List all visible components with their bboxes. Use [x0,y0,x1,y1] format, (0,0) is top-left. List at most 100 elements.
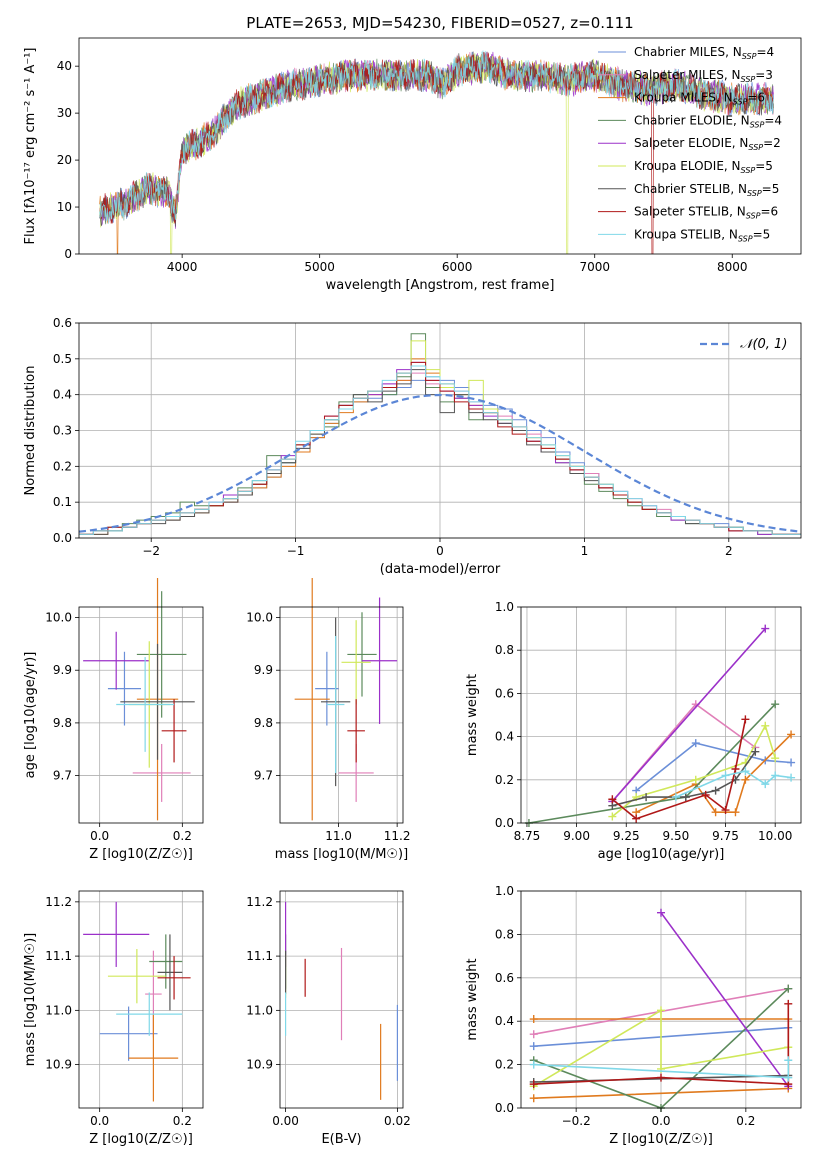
panel-mass_weight_vs_Z: −0.2 0.0 0.2 0.0 0.2 0.4 0.6 0.8 1.0 Z [log10(Z/Z… [465,884,802,1147]
data-marker [721,806,730,815]
y-tick-label: 9.9 [53,663,72,677]
data-marker [741,767,750,776]
y-tick-label: 10.9 [246,1058,273,1072]
legend-label: Salpeter STELIB, NSSP=6 [634,205,778,221]
x-tick-label: 4000 [167,260,198,274]
x-tick-label: −0.2 [562,1114,591,1128]
y-axis-label: mass weight [465,674,480,756]
y-tick-label: 0.4 [495,730,514,744]
data-marker [711,786,720,795]
errorbar-salpeter_elodie [362,597,398,724]
data-marker [787,773,796,782]
y-tick-label: 40 [57,59,72,73]
grid-lines [79,607,203,823]
y-axis-label: mass weight [465,958,480,1040]
y-tick-label: 0.5 [53,352,72,366]
spectrum-line-kroupa_stelib [99,50,774,224]
errorbar-chabrier_elodie [149,934,183,989]
x-axis-label: wavelength [Angstrom, rest frame] [326,278,555,293]
x-axis-label: mass [log10(M/M☉)] [275,847,408,862]
y-axis-label: Normed distribution [23,366,38,496]
errorbar-kroupa_stelib [116,657,175,752]
y-tick-label: 0.0 [495,1101,514,1115]
data-marker [771,754,780,763]
data-marker [731,765,740,773]
axes-frame [78,37,802,255]
spectrum-line-salpeter_stelib [99,51,774,254]
y-tick-label: 9.8 [53,716,72,730]
legend-label: Salpeter ELODIE, NSSP=2 [634,136,781,152]
x-tick-label: 0 [436,544,444,558]
axes-frame [279,606,404,824]
y-tick-label: 20 [57,153,72,167]
data-marker [529,1060,538,1069]
x-tick-label: 1 [581,544,589,558]
plot-area [524,624,796,827]
x-tick-label: 5000 [304,260,335,274]
y-tick-label: 11.1 [246,949,273,963]
errorbar-chabrier_miles [107,651,141,726]
plot-area [294,578,398,821]
x-tick-label: 11.0 [325,829,352,843]
x-tick-label: 2 [725,544,733,558]
y-axis-label: Flux [fλ10⁻¹⁷ erg cm⁻² s⁻¹ A⁻¹] [23,48,38,245]
errorbar-chabrier_miles [315,651,339,726]
x-tick-label: 0.2 [736,1114,755,1128]
errorbar-kroupa_miles [128,1014,179,1102]
y-tick-label: 9.8 [254,716,273,730]
panel-mass_vs_Z: 0.0 0.2 10.9 11.0 11.1 11.2 Z [log10(Z/Z☉)] mas… [23,890,204,1147]
y-tick-label: 10.9 [45,1058,72,1072]
y-tick-label: 30 [57,106,72,120]
mass-weight-line-kroupa_elodie [533,1008,789,1087]
x-axis-label: Z [log10(Z/Z☉)] [89,847,193,862]
spectrum-legend: Chabrier MILES, NSSP=4 Salpeter MILES, NS… [598,45,782,243]
plot-area [99,50,774,254]
errorbar-salpeter_stelib [347,699,365,763]
x-tick-label: 9.50 [663,829,690,843]
x-axis-label: E(B-V) [321,1132,361,1147]
x-tick-label: 0.02 [384,1114,411,1128]
errorbar-kroupa_miles [294,578,330,821]
data-marker [657,1073,665,1082]
data-marker [608,795,617,804]
data-marker [784,1056,793,1065]
panel-spectrum: 4000 5000 6000 7000 8000 0 10 20 30 40 wavelength … [23,37,802,293]
y-tick-label: 11.2 [246,895,273,909]
errorbar-salpeter_miles [132,743,191,802]
data-marker [529,1042,538,1051]
spectrum-lines [99,50,774,254]
errorbar-chabrier_stelib [120,643,195,760]
y-tick-label: 9.9 [254,663,273,677]
panel-age_vs_mass: 11.0 11.2 9.7 9.8 9.9 10.0 mass [log10(M/M☉)] [246,578,411,862]
x-axis-label: (data-model)/error [380,562,501,577]
grid-lines [79,891,203,1108]
x-axis-label: age [log10(age/yr)] [598,847,725,862]
data-marker [784,1073,793,1082]
histogram-step-kroupa_stelib [79,365,801,535]
data-marker [642,793,651,802]
y-tick-label: 0.6 [495,971,514,985]
legend-label: Chabrier STELIB, NSSP=5 [634,182,779,198]
data-marker [741,775,750,784]
grid-lines [79,322,801,539]
y-tick-label: 10.0 [45,611,72,625]
mass-weight-line-salpeter_elodie [660,912,789,1087]
plot-area [529,908,793,1112]
data-marker [701,790,710,799]
panel-age_vs_Z: 0.0 0.2 9.7 9.8 9.9 10.0 Z [log10(Z/Z☉)] age [l… [23,578,204,862]
y-tick-label: 0.6 [53,316,72,330]
legend-label: Chabrier ELODIE, NSSP=4 [634,113,782,129]
y-tick-label: 1.0 [495,884,514,898]
data-marker [761,780,770,789]
y-tick-label: 0.0 [53,531,72,545]
data-marker [771,771,780,780]
y-tick-label: 0.2 [495,1058,514,1072]
y-tick-label: 1.0 [495,600,514,614]
y-tick-label: 0.6 [495,686,514,700]
y-tick-label: 0.4 [495,1014,514,1028]
data-marker [787,758,796,767]
x-tick-label: 11.2 [384,829,411,843]
data-marker [771,700,780,709]
data-marker [691,739,700,748]
x-tick-label: 6000 [442,260,473,274]
